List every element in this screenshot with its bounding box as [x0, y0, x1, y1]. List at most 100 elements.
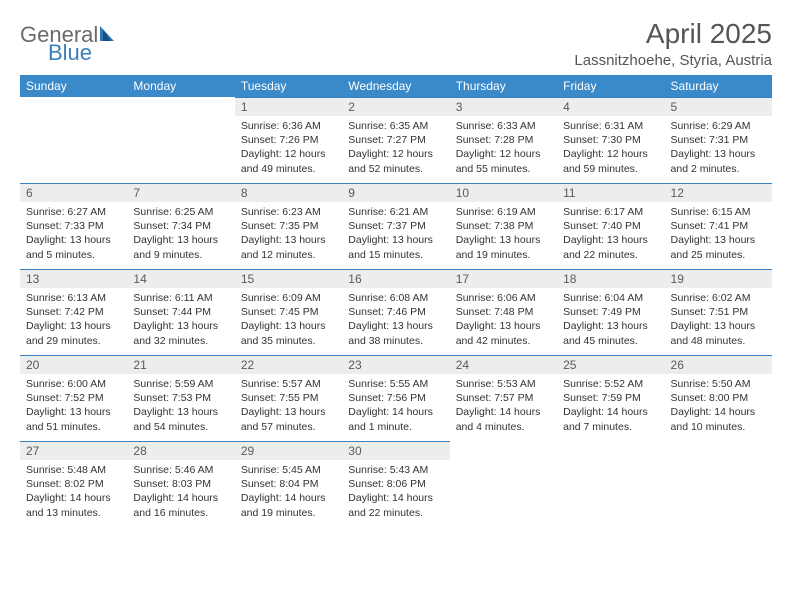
day-details: Sunrise: 6:33 AMSunset: 7:28 PMDaylight:… [450, 116, 557, 180]
sunrise-text: Sunrise: 6:15 AM [671, 205, 766, 219]
day-number: 1 [235, 97, 342, 116]
sunrise-text: Sunrise: 6:36 AM [241, 119, 336, 133]
sunset-text: Sunset: 8:00 PM [671, 391, 766, 405]
day-details: Sunrise: 6:35 AMSunset: 7:27 PMDaylight:… [342, 116, 449, 180]
sail-icon [100, 26, 120, 46]
sunset-text: Sunset: 7:42 PM [26, 305, 121, 319]
day-number: 5 [665, 97, 772, 116]
day-details: Sunrise: 6:06 AMSunset: 7:48 PMDaylight:… [450, 288, 557, 352]
day-number: 7 [127, 183, 234, 202]
day-number: 30 [342, 441, 449, 460]
day-cell [127, 97, 234, 183]
daylight-text: Daylight: 13 hours and 5 minutes. [26, 233, 121, 261]
daylight-text: Daylight: 12 hours and 55 minutes. [456, 147, 551, 175]
day-details: Sunrise: 6:11 AMSunset: 7:44 PMDaylight:… [127, 288, 234, 352]
sunset-text: Sunset: 7:41 PM [671, 219, 766, 233]
sunrise-text: Sunrise: 6:13 AM [26, 291, 121, 305]
daylight-text: Daylight: 13 hours and 35 minutes. [241, 319, 336, 347]
daylight-text: Daylight: 13 hours and 19 minutes. [456, 233, 551, 261]
sunset-text: Sunset: 7:49 PM [563, 305, 658, 319]
sunset-text: Sunset: 7:59 PM [563, 391, 658, 405]
day-number: 18 [557, 269, 664, 288]
day-details: Sunrise: 6:31 AMSunset: 7:30 PMDaylight:… [557, 116, 664, 180]
daylight-text: Daylight: 12 hours and 49 minutes. [241, 147, 336, 175]
sunrise-text: Sunrise: 5:59 AM [133, 377, 228, 391]
calendar-week-row: 13Sunrise: 6:13 AMSunset: 7:42 PMDayligh… [20, 269, 772, 355]
daylight-text: Daylight: 12 hours and 52 minutes. [348, 147, 443, 175]
day-details: Sunrise: 5:43 AMSunset: 8:06 PMDaylight:… [342, 460, 449, 524]
day-cell: 9Sunrise: 6:21 AMSunset: 7:37 PMDaylight… [342, 183, 449, 269]
sunrise-text: Sunrise: 6:21 AM [348, 205, 443, 219]
weekday-friday: Friday [557, 75, 664, 97]
day-cell [557, 441, 664, 527]
daylight-text: Daylight: 13 hours and 15 minutes. [348, 233, 443, 261]
day-number: 15 [235, 269, 342, 288]
day-number: 29 [235, 441, 342, 460]
day-cell: 14Sunrise: 6:11 AMSunset: 7:44 PMDayligh… [127, 269, 234, 355]
daylight-text: Daylight: 14 hours and 22 minutes. [348, 491, 443, 519]
day-details: Sunrise: 5:59 AMSunset: 7:53 PMDaylight:… [127, 374, 234, 438]
day-number: 8 [235, 183, 342, 202]
weekday-thursday: Thursday [450, 75, 557, 97]
day-number: 6 [20, 183, 127, 202]
day-details: Sunrise: 6:23 AMSunset: 7:35 PMDaylight:… [235, 202, 342, 266]
daylight-text: Daylight: 13 hours and 45 minutes. [563, 319, 658, 347]
sunrise-text: Sunrise: 6:00 AM [26, 377, 121, 391]
day-number: 3 [450, 97, 557, 116]
daylight-text: Daylight: 13 hours and 9 minutes. [133, 233, 228, 261]
sunrise-text: Sunrise: 6:33 AM [456, 119, 551, 133]
day-number: 10 [450, 183, 557, 202]
day-cell: 28Sunrise: 5:46 AMSunset: 8:03 PMDayligh… [127, 441, 234, 527]
sunrise-text: Sunrise: 6:29 AM [671, 119, 766, 133]
sunrise-text: Sunrise: 5:43 AM [348, 463, 443, 477]
sunset-text: Sunset: 8:04 PM [241, 477, 336, 491]
sunrise-text: Sunrise: 6:25 AM [133, 205, 228, 219]
daylight-text: Daylight: 14 hours and 13 minutes. [26, 491, 121, 519]
sunrise-text: Sunrise: 6:11 AM [133, 291, 228, 305]
daylight-text: Daylight: 13 hours and 38 minutes. [348, 319, 443, 347]
sunset-text: Sunset: 7:38 PM [456, 219, 551, 233]
day-details: Sunrise: 6:36 AMSunset: 7:26 PMDaylight:… [235, 116, 342, 180]
day-cell: 24Sunrise: 5:53 AMSunset: 7:57 PMDayligh… [450, 355, 557, 441]
day-details: Sunrise: 6:19 AMSunset: 7:38 PMDaylight:… [450, 202, 557, 266]
day-cell: 17Sunrise: 6:06 AMSunset: 7:48 PMDayligh… [450, 269, 557, 355]
calendar-week-row: 1Sunrise: 6:36 AMSunset: 7:26 PMDaylight… [20, 97, 772, 183]
day-cell: 10Sunrise: 6:19 AMSunset: 7:38 PMDayligh… [450, 183, 557, 269]
sunrise-text: Sunrise: 5:45 AM [241, 463, 336, 477]
day-details: Sunrise: 5:48 AMSunset: 8:02 PMDaylight:… [20, 460, 127, 524]
daylight-text: Daylight: 13 hours and 12 minutes. [241, 233, 336, 261]
day-details: Sunrise: 6:02 AMSunset: 7:51 PMDaylight:… [665, 288, 772, 352]
sunset-text: Sunset: 8:06 PM [348, 477, 443, 491]
calendar-week-row: 27Sunrise: 5:48 AMSunset: 8:02 PMDayligh… [20, 441, 772, 527]
sunset-text: Sunset: 7:37 PM [348, 219, 443, 233]
day-number: 12 [665, 183, 772, 202]
sunrise-text: Sunrise: 6:09 AM [241, 291, 336, 305]
sunset-text: Sunset: 7:45 PM [241, 305, 336, 319]
day-cell: 18Sunrise: 6:04 AMSunset: 7:49 PMDayligh… [557, 269, 664, 355]
day-details: Sunrise: 5:50 AMSunset: 8:00 PMDaylight:… [665, 374, 772, 438]
day-cell: 12Sunrise: 6:15 AMSunset: 7:41 PMDayligh… [665, 183, 772, 269]
weekday-tuesday: Tuesday [235, 75, 342, 97]
title-block: April 2025 Lassnitzhoehe, Styria, Austri… [574, 18, 772, 69]
day-details: Sunrise: 6:25 AMSunset: 7:34 PMDaylight:… [127, 202, 234, 266]
calendar-table: Sunday Monday Tuesday Wednesday Thursday… [20, 75, 772, 527]
day-details: Sunrise: 6:15 AMSunset: 7:41 PMDaylight:… [665, 202, 772, 266]
sunrise-text: Sunrise: 5:52 AM [563, 377, 658, 391]
daylight-text: Daylight: 14 hours and 10 minutes. [671, 405, 766, 433]
day-cell: 6Sunrise: 6:27 AMSunset: 7:33 PMDaylight… [20, 183, 127, 269]
day-cell: 13Sunrise: 6:13 AMSunset: 7:42 PMDayligh… [20, 269, 127, 355]
day-details: Sunrise: 6:29 AMSunset: 7:31 PMDaylight:… [665, 116, 772, 180]
daylight-text: Daylight: 13 hours and 25 minutes. [671, 233, 766, 261]
day-cell: 2Sunrise: 6:35 AMSunset: 7:27 PMDaylight… [342, 97, 449, 183]
location-text: Lassnitzhoehe, Styria, Austria [574, 52, 772, 69]
day-cell: 19Sunrise: 6:02 AMSunset: 7:51 PMDayligh… [665, 269, 772, 355]
daylight-text: Daylight: 13 hours and 54 minutes. [133, 405, 228, 433]
sunset-text: Sunset: 7:31 PM [671, 133, 766, 147]
day-number: 22 [235, 355, 342, 374]
day-cell: 30Sunrise: 5:43 AMSunset: 8:06 PMDayligh… [342, 441, 449, 527]
weekday-header-row: Sunday Monday Tuesday Wednesday Thursday… [20, 75, 772, 97]
weekday-wednesday: Wednesday [342, 75, 449, 97]
day-details: Sunrise: 6:21 AMSunset: 7:37 PMDaylight:… [342, 202, 449, 266]
sunrise-text: Sunrise: 5:48 AM [26, 463, 121, 477]
sunset-text: Sunset: 7:51 PM [671, 305, 766, 319]
